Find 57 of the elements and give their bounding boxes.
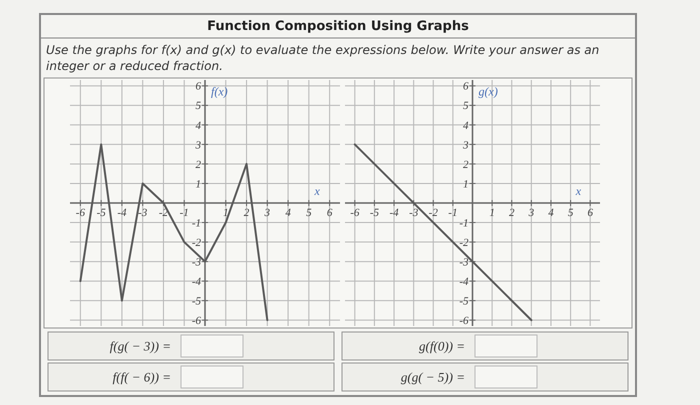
y-tick-label: 3: [194, 139, 202, 152]
x-tick-label: 6: [587, 207, 594, 219]
y-tick-label: -6: [459, 314, 469, 327]
y-tick-label: 2: [463, 158, 469, 171]
x-tick-label: -1: [448, 207, 458, 219]
y-tick-label: -5: [192, 295, 202, 308]
y-tick-label: 5: [463, 100, 469, 112]
y-tick-label: -3: [459, 256, 469, 268]
y-tick-label: 4: [196, 120, 202, 132]
x-tick-label: -2: [428, 207, 438, 219]
x-tick-label: -4: [117, 207, 127, 219]
y-tick-label: -2: [459, 236, 469, 249]
text: f(f( − 6)) =: [112, 370, 171, 385]
x-tick-label: -6: [350, 207, 360, 219]
x-tick-label: -3: [409, 207, 419, 219]
y-tick-label: 2: [196, 158, 202, 171]
y-axis-title: f(x): [211, 84, 228, 99]
y-tick-label: 1: [196, 178, 201, 190]
y-tick-label: -3: [192, 256, 202, 268]
chart-title: Function Composition Using Graphs: [207, 19, 470, 34]
y-tick-label: -1: [192, 217, 201, 230]
y-tick-label: 3: [462, 139, 469, 152]
x-axis-title: x: [313, 184, 320, 198]
x-tick-label: -4: [389, 207, 400, 219]
y-tick-label: 1: [463, 178, 468, 190]
y-tick-label: 5: [196, 100, 202, 112]
text: f(g( − 3)) =: [110, 338, 171, 354]
x-tick-label: 2: [508, 207, 515, 219]
x-tick-label: 3: [264, 207, 271, 219]
y-tick-label: 6: [463, 80, 469, 93]
y-tick-label: -4: [459, 276, 469, 288]
x-tick-label: 5: [568, 207, 574, 219]
x-tick-label: 4: [285, 207, 292, 219]
y-tick-label: -6: [192, 314, 202, 327]
x-tick-label: 4: [548, 207, 554, 219]
text: g(f(0)) =: [419, 338, 465, 354]
x-tick-label: -5: [370, 207, 380, 219]
y-axis-title: g(x): [478, 84, 498, 99]
x-axis-title: x: [574, 184, 582, 198]
y-tick-label: -5: [459, 295, 469, 308]
x-tick-label: 1: [489, 207, 495, 219]
x-tick-label: 1: [223, 207, 229, 219]
x-tick-label: 6: [326, 207, 333, 219]
x-tick-label: -1: [180, 207, 189, 219]
chart-subtitle: Use the graphs for f(x) and g(x) to evaluate the expressions below. Write your answer as an integer or a reduced fraction.: [46, 43, 600, 73]
x-tick-label: 2: [244, 207, 250, 219]
y-tick-label: -1: [459, 217, 468, 230]
x-tick-label: -5: [96, 207, 106, 219]
x-tick-label: 5: [306, 207, 312, 219]
y-tick-label: -2: [192, 236, 202, 249]
text: g(g( − 5)) =: [400, 370, 465, 385]
y-tick-label: 4: [463, 120, 469, 132]
x-tick-label: -3: [138, 207, 148, 219]
x-tick-label: -6: [76, 207, 86, 219]
y-tick-label: 6: [196, 80, 202, 93]
y-tick-label: -4: [192, 276, 202, 288]
x-tick-label: 3: [528, 207, 535, 219]
